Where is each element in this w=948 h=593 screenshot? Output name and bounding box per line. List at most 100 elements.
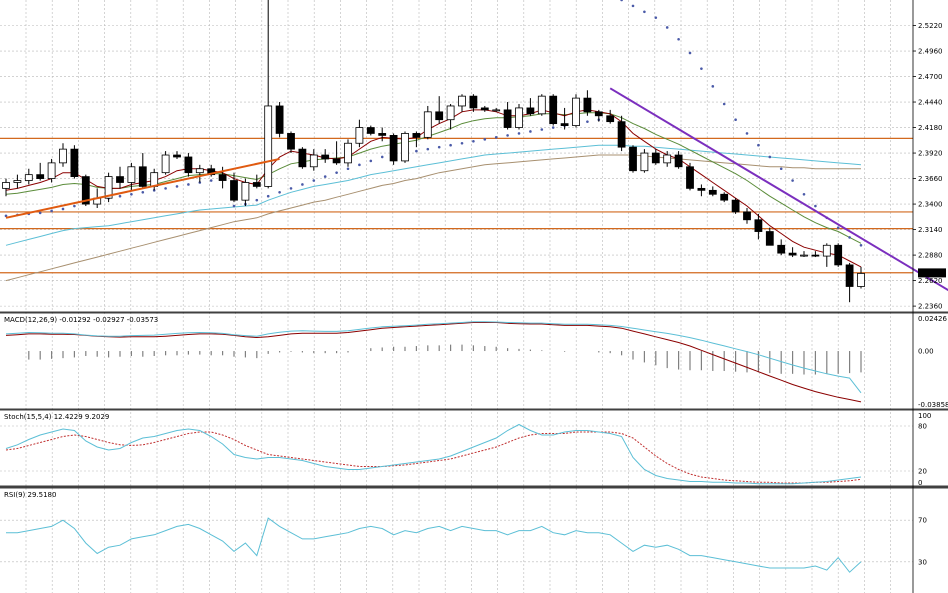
psar-dot [631,4,635,8]
psar-dot [449,143,452,147]
candle-body-up [572,97,580,126]
candle-body-down [184,156,193,174]
candle-body-up [492,109,501,112]
candle [754,213,763,240]
price-panel [0,0,948,303]
candle [355,119,364,148]
candle-body-up [161,154,170,174]
ma-fast-line [5,109,862,268]
psar-dot [187,183,190,186]
stoch-tick-label: 100 [918,412,931,420]
candle-body-down [480,107,489,111]
candle [594,109,603,122]
candle [800,251,808,258]
candle [845,262,854,303]
candle [480,105,489,112]
candle [663,151,672,167]
psar-dot [380,155,384,159]
candle-body-up [309,154,318,168]
macd-tick-label: 0.00 [918,348,934,356]
psar-dot [437,145,441,149]
candle [503,102,512,130]
candle-body-up [241,182,250,201]
candle-body-up [127,166,136,183]
candle-body-down [252,182,261,187]
psar-dot [802,192,806,196]
candle [686,162,694,191]
psar-dot [654,16,658,19]
candle [572,94,580,128]
candle-body-down [708,189,717,195]
candle [332,141,341,165]
candle [606,109,615,124]
candle-body-down [606,115,615,123]
psar-dot [209,179,213,182]
stoch-tick-label: 0 [918,479,922,487]
candle [549,94,558,126]
candle [731,198,740,214]
candle-body-down [81,176,90,205]
psar-dot [130,192,133,196]
candle-body-down [287,133,295,150]
candle [264,0,273,189]
candle-body-down [549,95,558,125]
stoch-tick-label: 80 [918,423,927,431]
candle-body-down [230,180,238,201]
stochastic-panel: 100 80 20 0 [0,412,931,487]
candle [811,251,820,258]
candle-body-down [36,174,45,179]
macd-signal-line [5,322,862,403]
candle-body-down [412,133,421,138]
candle [104,172,113,203]
psar-dot [734,118,737,121]
candle [708,186,717,197]
psar-dot [346,167,350,171]
price-tick-label: 2.3400 [918,201,943,209]
psar-dot [255,198,259,202]
candle [560,107,569,130]
candle-body-down [583,97,592,113]
candle-body-down [218,174,227,181]
candle-body-down [70,148,79,178]
price-tick-label: 2.2880 [918,252,943,260]
candle [138,153,147,189]
macd-tick-label: -0.03858 [918,401,948,409]
candle [366,125,375,136]
psar-dot [688,51,692,55]
candle [492,107,501,112]
stoch-d-line [5,431,862,484]
rsi-label: RSI(9) 29.5180 [4,491,56,499]
candle [446,104,455,130]
candle-body-down [777,244,786,254]
psar-dot [460,141,464,145]
rsi-line [6,517,862,573]
candle-body-down [765,231,774,246]
candle-body-down [321,154,330,160]
psar-dot [506,134,509,137]
psar-dot [722,102,726,106]
macd-panel: 0.02426 0.00 -0.03858 [5,315,948,409]
candle-body-down [731,199,740,213]
price-tick-label: 2.4440 [918,99,943,107]
candle-body-up [640,152,649,172]
candle-body-up [195,168,204,174]
candle [435,96,444,124]
candle-body-up [423,111,432,138]
candle-body-down [275,105,284,134]
psar-dot [358,163,361,167]
candle-body-up [458,95,466,107]
stoch-tick-label: 20 [918,468,927,476]
candle-body-up [104,176,113,199]
psar-dot [517,132,521,135]
candle [184,153,193,177]
candle-body-down [389,134,398,162]
price-tick-label: 2.4180 [918,124,943,132]
psar-dot [335,171,338,174]
candle [515,104,523,130]
candle-body-up [24,174,33,181]
candle-body-down [811,254,820,257]
candle [834,243,843,267]
psar-dot [61,207,65,211]
psar-dot [529,130,532,133]
candle [412,131,421,148]
